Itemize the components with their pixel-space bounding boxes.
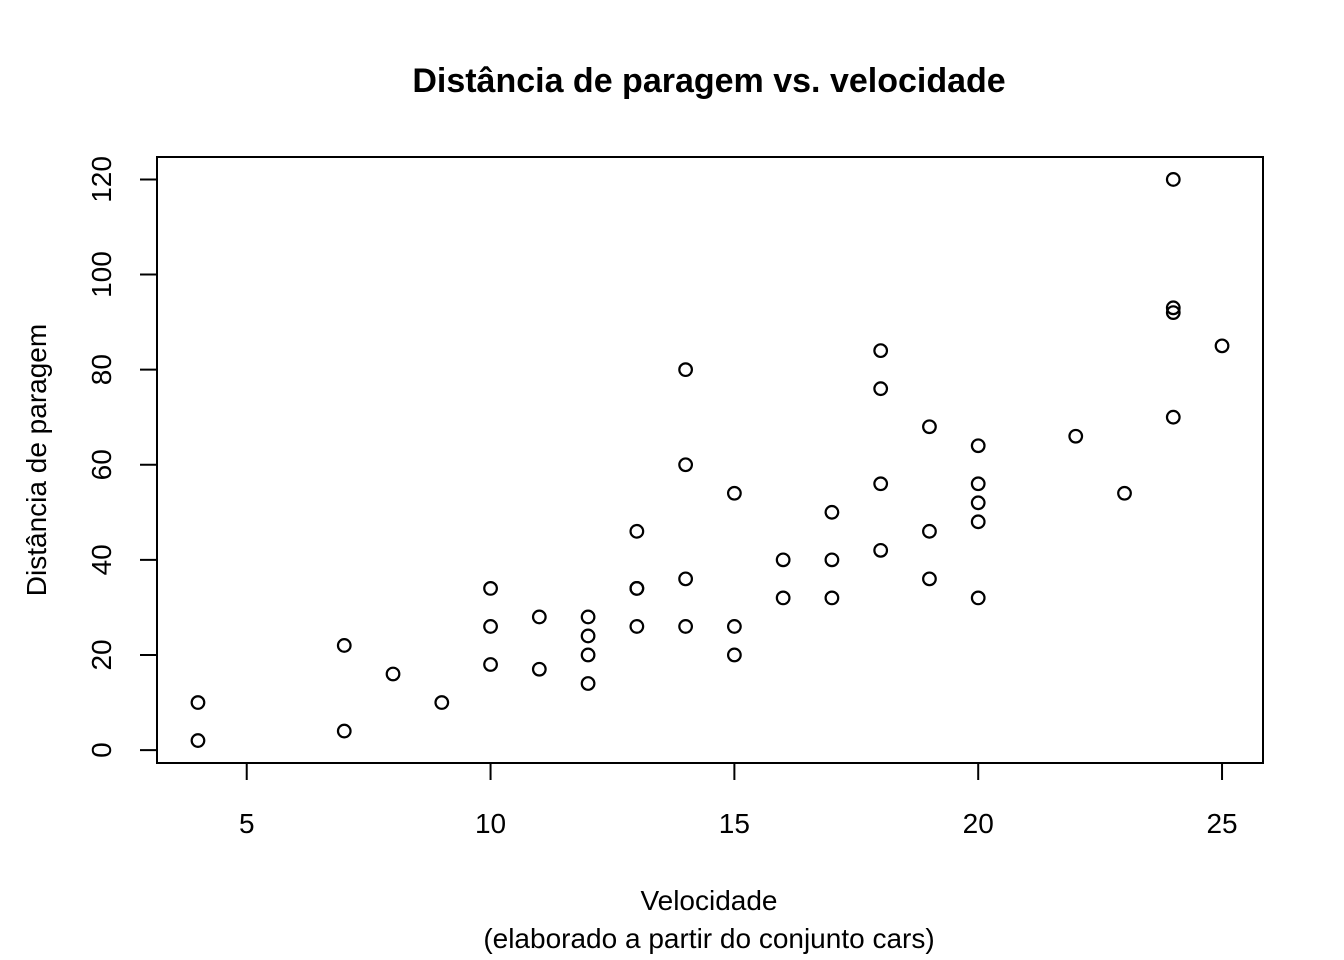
data-point [531, 661, 547, 677]
data-point [970, 438, 986, 454]
y-tick-label: 120 [86, 156, 117, 203]
data-point [726, 619, 742, 634]
data-point [726, 647, 742, 663]
data-point [629, 523, 645, 539]
data-point [580, 647, 596, 663]
y-axis: 0 20 40 60 80 100 120 [86, 156, 158, 758]
data-point [483, 580, 498, 596]
data-point [824, 552, 840, 568]
x-tick-label: 10 [475, 808, 506, 839]
data-point [824, 590, 840, 606]
data-point [775, 590, 791, 606]
data-point [1117, 485, 1132, 501]
x-tick-label: 20 [963, 808, 994, 839]
x-axis-label: Velocidade [640, 885, 777, 916]
y-tick-label: 100 [86, 251, 117, 298]
data-point [190, 733, 206, 748]
data-point [678, 457, 694, 473]
data-point [970, 476, 986, 492]
data-point [970, 590, 986, 606]
data-point [970, 514, 986, 530]
x-axis-sublabel: (elaborado a partir do conjunto cars) [483, 923, 934, 954]
plot-frame [156, 156, 1264, 764]
data-point [1165, 409, 1181, 425]
data-point [824, 504, 840, 520]
y-tick-label: 40 [86, 544, 117, 575]
x-tick-label: 25 [1206, 808, 1237, 839]
data-point [922, 419, 937, 435]
y-axis-label: Distância de paragem [21, 324, 52, 596]
data-point [1165, 172, 1181, 187]
data-point [678, 619, 694, 634]
data-point [1214, 338, 1230, 354]
data-point [873, 381, 889, 397]
data-point [190, 695, 206, 710]
data-point [434, 695, 450, 710]
data-point [580, 676, 596, 691]
data-point [678, 571, 694, 587]
y-tick-label: 20 [86, 639, 117, 670]
data-point [1165, 300, 1181, 316]
data-point [678, 362, 694, 378]
data-point [726, 485, 742, 501]
data-point [1068, 428, 1084, 444]
data-point [336, 723, 352, 739]
data-point [873, 476, 889, 492]
data-point [970, 495, 986, 511]
data-points [190, 172, 1230, 748]
data-point [873, 343, 889, 359]
x-axis: 5 10 15 20 25 [239, 762, 1238, 839]
data-point [629, 580, 645, 596]
data-point [629, 619, 645, 634]
data-point [483, 619, 498, 634]
data-point [922, 571, 937, 587]
data-point [775, 552, 791, 568]
chart-title: Distância de paragem vs. velocidade [412, 62, 1005, 100]
y-tick-label: 0 [86, 742, 117, 758]
data-point [385, 666, 401, 682]
data-point [483, 657, 498, 672]
data-point [873, 542, 889, 558]
data-point [531, 609, 547, 625]
data-point [580, 628, 596, 644]
data-point [922, 523, 937, 539]
y-tick-label: 60 [86, 449, 117, 480]
data-point [1165, 305, 1181, 320]
data-point [336, 638, 352, 653]
data-point [580, 609, 596, 625]
x-tick-label: 15 [719, 808, 750, 839]
x-tick-label: 5 [239, 808, 255, 839]
y-tick-label: 80 [86, 354, 117, 385]
